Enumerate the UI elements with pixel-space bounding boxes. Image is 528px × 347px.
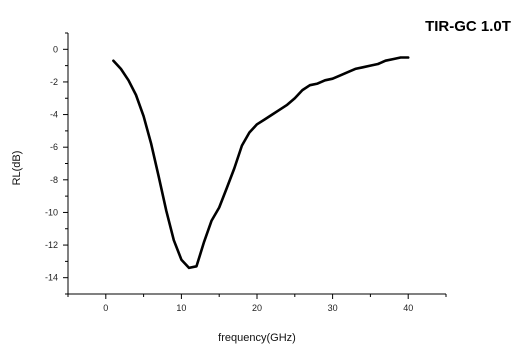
y-tick-label: -2 <box>50 77 58 87</box>
x-tick-label: 30 <box>328 303 338 313</box>
y-axis-title: RL(dB) <box>11 151 23 186</box>
ticks: 0 10 20 30 40 0 -2 -4 -6 -8 -10 -12 -14 <box>45 32 447 313</box>
y-tick-label: -12 <box>45 240 58 250</box>
chart-title: TIR-GC 1.0T <box>425 18 511 35</box>
x-tick-label: 10 <box>176 303 186 313</box>
y-tick-label: -14 <box>45 273 58 283</box>
y-tick-label: -6 <box>50 142 58 152</box>
y-tick-label: -8 <box>50 175 58 185</box>
x-tick-label: 40 <box>403 303 413 313</box>
x-axis-title: frequency(GHz) <box>218 332 296 344</box>
x-tick-label: 20 <box>252 303 262 313</box>
y-tick-label: -10 <box>45 207 58 217</box>
y-tick-label: -4 <box>50 110 58 120</box>
series-line <box>112 56 410 270</box>
x-tick-label: 0 <box>103 303 108 313</box>
axes <box>67 33 446 295</box>
y-tick-label: 0 <box>53 44 58 54</box>
